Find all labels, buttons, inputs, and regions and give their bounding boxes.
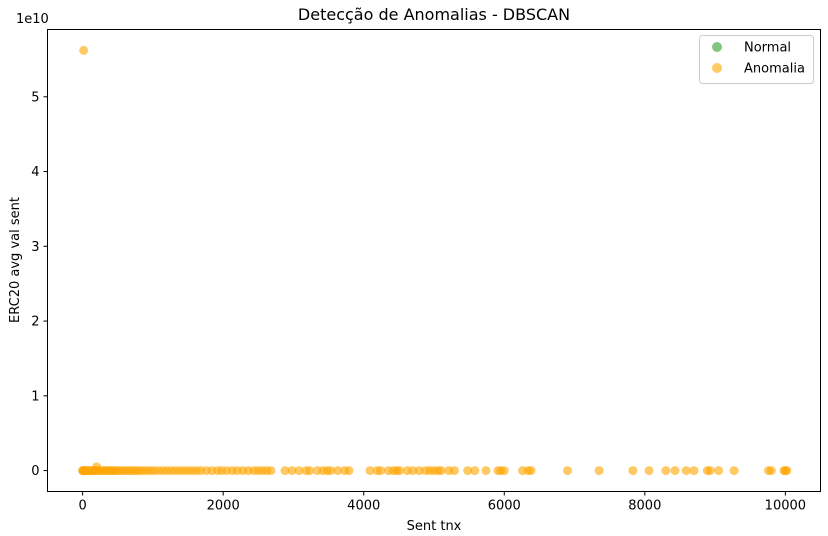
x-tick-label: 2000 <box>207 499 240 514</box>
point-anomalia-77 <box>376 466 386 476</box>
points-layer <box>78 45 792 476</box>
point-anomalia-91 <box>449 466 459 476</box>
point-anomalia-103 <box>628 466 638 476</box>
legend-marker-normal <box>712 42 722 52</box>
y-tick-label: 0 <box>31 464 39 479</box>
point-anomalia-62 <box>266 466 276 476</box>
point-anomalia-92 <box>463 466 473 476</box>
legend-label-normal: Normal <box>744 41 791 56</box>
point-anomalia-84 <box>414 466 424 476</box>
x-tick-label: 0 <box>78 499 86 514</box>
y-tick-label: 3 <box>31 240 39 255</box>
point-anomalia-63 <box>280 466 290 476</box>
point-anomalia-81 <box>395 466 405 476</box>
point-anomalia-0 <box>79 45 89 55</box>
y-axis-ticks: 0 1 2 3 4 5 <box>31 90 48 479</box>
x-tick-label: 6000 <box>488 499 521 514</box>
point-anomalia-72 <box>333 466 343 476</box>
point-anomalia-106 <box>670 466 680 476</box>
point-anomalia-65 <box>294 466 304 476</box>
point-anomalia-101 <box>563 466 573 476</box>
point-anomalia-111 <box>714 466 724 476</box>
point-anomalia-117 <box>782 466 792 476</box>
point-anomalia-100 <box>526 466 536 476</box>
point-anomalia-104 <box>644 466 654 476</box>
point-anomalia-94 <box>481 466 491 476</box>
point-anomalia-108 <box>689 466 699 476</box>
y-offset-text: 1e10 <box>16 12 49 27</box>
point-anomalia-110 <box>705 466 715 476</box>
x-tick-label: 10000 <box>765 499 806 514</box>
point-anomalia-64 <box>287 466 297 476</box>
y-axis-label: ERC20 avg val sent <box>8 197 23 323</box>
point-anomalia-112 <box>729 466 739 476</box>
point-anomalia-114 <box>766 466 776 476</box>
legend-frame <box>699 35 814 84</box>
point-anomalia-97 <box>499 466 509 476</box>
point-anomalia-107 <box>681 466 691 476</box>
x-axis-label: Sent tnx <box>407 519 462 534</box>
chart-title: Detecção de Anomalias - DBSCAN <box>298 5 570 24</box>
y-tick-label: 2 <box>31 315 39 330</box>
point-anomalia-102 <box>594 466 604 476</box>
plot-frame <box>47 29 821 492</box>
legend-label-anomalia: Anomalia <box>744 62 805 77</box>
point-anomalia-89 <box>436 466 446 476</box>
y-tick-label: 1 <box>31 389 39 404</box>
x-tick-label: 8000 <box>628 499 661 514</box>
y-tick-label: 5 <box>31 90 39 105</box>
point-anomalia-75 <box>365 466 375 476</box>
y-tick-label: 4 <box>31 165 39 180</box>
x-axis-ticks: 0 2000 4000 6000 8000 10000 <box>78 491 806 514</box>
point-anomalia-93 <box>470 466 480 476</box>
x-tick-label: 4000 <box>347 499 380 514</box>
point-anomalia-71 <box>326 466 336 476</box>
point-anomalia-74 <box>344 466 354 476</box>
legend: Normal Anomalia <box>699 35 814 84</box>
legend-marker-anomalia <box>712 63 722 73</box>
point-anomalia-105 <box>661 466 671 476</box>
point-anomalia-67 <box>305 466 315 476</box>
point-anomalia-83 <box>408 466 418 476</box>
